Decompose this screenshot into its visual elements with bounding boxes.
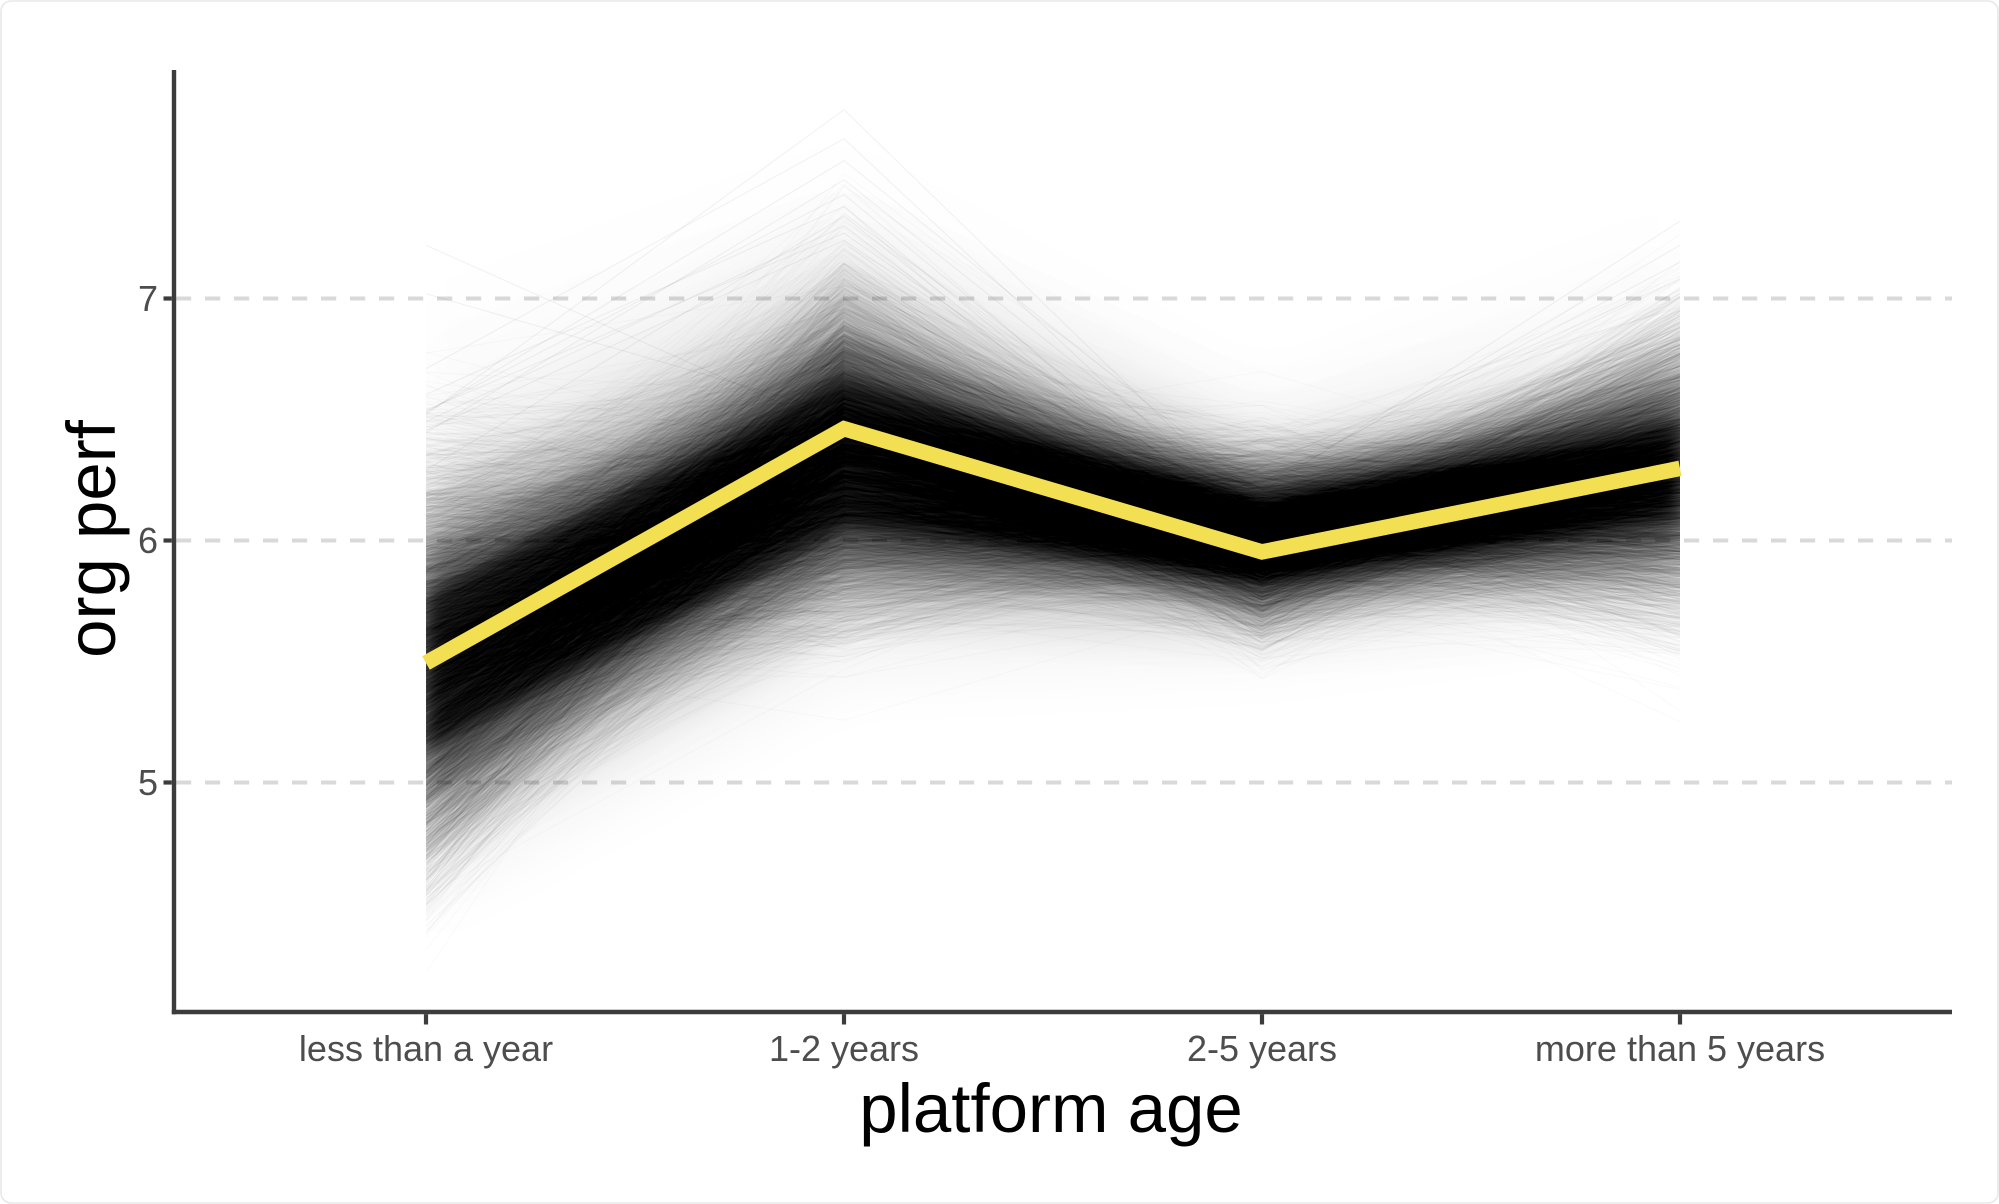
svg-text:platform age: platform age bbox=[859, 1070, 1243, 1147]
svg-text:5: 5 bbox=[138, 762, 158, 803]
svg-text:2-5 years: 2-5 years bbox=[1187, 1028, 1337, 1069]
svg-text:less than a year: less than a year bbox=[299, 1028, 553, 1069]
svg-text:org perf: org perf bbox=[53, 419, 130, 658]
svg-text:7: 7 bbox=[138, 278, 158, 319]
svg-text:more than 5 years: more than 5 years bbox=[1535, 1028, 1825, 1069]
svg-text:6: 6 bbox=[138, 520, 158, 561]
svg-text:1-2 years: 1-2 years bbox=[769, 1028, 919, 1069]
